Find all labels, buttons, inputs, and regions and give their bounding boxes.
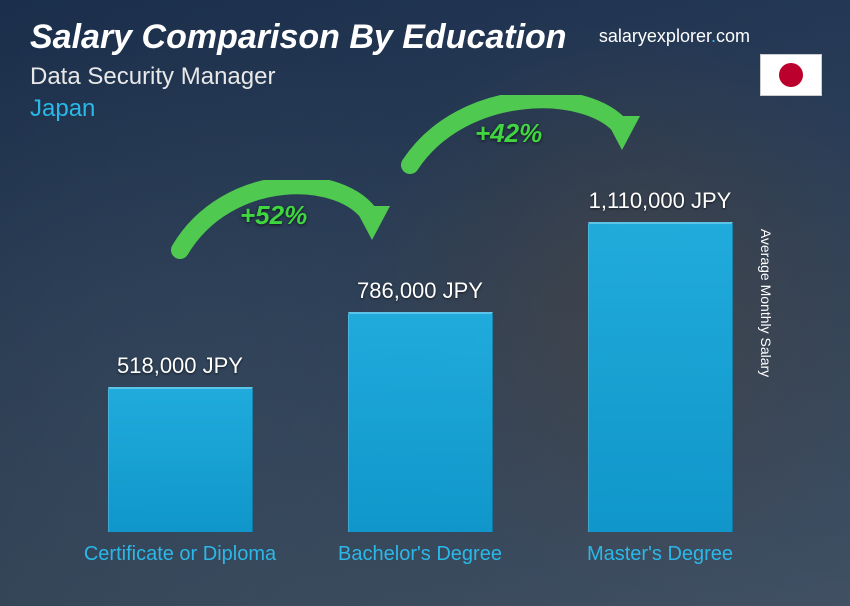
- source-attribution: salaryexplorer.com: [599, 26, 750, 47]
- bar-group: 518,000 JPY Certificate or Diploma: [80, 353, 280, 590]
- growth-percent-label: +52%: [240, 200, 307, 231]
- bar-group: 786,000 JPYBachelor's Degree: [320, 278, 520, 590]
- bar: [108, 387, 253, 532]
- job-title: Data Security Manager: [30, 63, 820, 91]
- source-tld: com: [716, 26, 750, 46]
- bar-category-label: Certificate or Diploma: [84, 542, 276, 590]
- bar: [588, 222, 733, 532]
- bar-value-label: 518,000 JPY: [117, 353, 243, 379]
- bar-group: 1,110,000 JPYMaster's Degree: [560, 188, 760, 590]
- bar-category-label: Bachelor's Degree: [338, 542, 502, 590]
- bar: [348, 312, 493, 532]
- flag-japan-icon: [760, 54, 822, 96]
- bar-category-label: Master's Degree: [587, 542, 733, 590]
- country-label: Japan: [30, 95, 820, 123]
- source-name: salaryexplorer: [599, 26, 711, 46]
- y-axis-label: Average Monthly Salary: [758, 229, 774, 377]
